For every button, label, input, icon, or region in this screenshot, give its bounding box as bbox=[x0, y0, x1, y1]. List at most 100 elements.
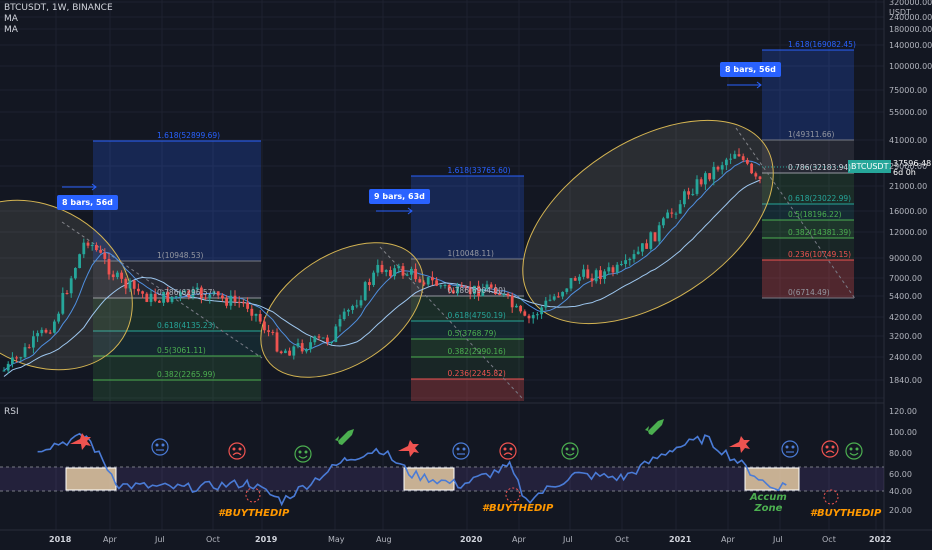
candle-body bbox=[636, 251, 640, 255]
fib-level-label: 0.236(10749.15) bbox=[788, 250, 852, 259]
candle-body bbox=[510, 295, 514, 308]
fib-level-label: 0.382(2990.16) bbox=[447, 347, 506, 356]
candle-body bbox=[485, 284, 489, 290]
price-tick: 29000.00 bbox=[889, 162, 928, 171]
price-tick: 4200.00 bbox=[889, 313, 923, 322]
candle-body bbox=[666, 212, 669, 219]
candle-body bbox=[611, 267, 615, 273]
candle-body bbox=[258, 314, 262, 322]
happy-face-icon bbox=[845, 442, 863, 460]
candle-body bbox=[86, 242, 90, 246]
candle-body bbox=[116, 272, 119, 278]
candle-body bbox=[225, 298, 228, 306]
candle-body bbox=[712, 166, 716, 180]
candle-body bbox=[191, 289, 195, 297]
candle-body bbox=[557, 296, 560, 298]
price-tick: 75000.00 bbox=[889, 86, 928, 95]
candle-body bbox=[393, 268, 396, 277]
candle-body bbox=[19, 357, 23, 359]
candle-body bbox=[90, 244, 94, 246]
candle-body bbox=[615, 264, 619, 273]
candle-body bbox=[120, 272, 123, 279]
time-tick: Jul bbox=[155, 535, 165, 544]
neutral-face-icon bbox=[151, 438, 169, 456]
candle-body bbox=[141, 291, 144, 294]
candle-body bbox=[758, 176, 762, 180]
price-candles bbox=[2, 148, 762, 374]
candle-body bbox=[389, 270, 392, 277]
candle-body bbox=[569, 278, 573, 289]
candle-body bbox=[662, 218, 665, 226]
candle-body bbox=[338, 319, 342, 327]
candle-body bbox=[27, 347, 31, 349]
rsi-tick: 40.00 bbox=[889, 487, 912, 496]
candle-body bbox=[326, 337, 329, 343]
bar-count-tag-1[interactable]: 8 bars, 56d bbox=[57, 195, 118, 210]
symbol-price-badge: BTCUSDT bbox=[848, 160, 892, 173]
candle-body bbox=[363, 282, 367, 301]
candle-body bbox=[708, 173, 711, 180]
rsi-pane-label[interactable]: RSI bbox=[4, 407, 19, 417]
fib-level-label: 0.5(3768.79) bbox=[447, 329, 497, 338]
candle-body bbox=[641, 243, 644, 252]
candle-body bbox=[317, 336, 321, 338]
candle-body bbox=[674, 213, 678, 215]
price-tick: 140000.00 bbox=[889, 41, 932, 50]
rsi-tick: 100.00 bbox=[889, 428, 917, 437]
candle-body bbox=[384, 270, 388, 273]
fib-level-label: 0.618(23022.99) bbox=[788, 194, 852, 203]
candle-body bbox=[254, 314, 258, 316]
rsi-tick: 60.00 bbox=[889, 470, 912, 479]
candle-body bbox=[107, 258, 111, 275]
time-tick: 2018 bbox=[49, 535, 72, 544]
price-tick: 9000.00 bbox=[889, 254, 923, 263]
fib-level-label: 0.5(18196.22) bbox=[788, 210, 842, 219]
candle-body bbox=[594, 270, 598, 282]
candle-body bbox=[347, 309, 350, 312]
candle-body bbox=[11, 357, 14, 364]
candle-body bbox=[447, 284, 451, 291]
candle-body bbox=[162, 291, 165, 303]
candle-body bbox=[540, 307, 543, 315]
accum-line-1: Accum bbox=[750, 492, 787, 503]
candle-body bbox=[279, 351, 283, 354]
candle-body bbox=[212, 291, 216, 295]
bar-count-tag-3[interactable]: 8 bars, 56d bbox=[720, 62, 781, 77]
bar-count-tag-2[interactable]: 9 bars, 63d bbox=[369, 189, 430, 204]
time-tick: Apr bbox=[721, 535, 735, 544]
candle-body bbox=[271, 331, 275, 333]
jet-markers bbox=[70, 433, 750, 457]
candle-body bbox=[435, 280, 438, 286]
candle-body bbox=[489, 284, 493, 288]
fib-level-label: 1.618(169082.45) bbox=[788, 40, 856, 49]
candle-body bbox=[460, 285, 464, 287]
candle-body bbox=[288, 350, 291, 356]
indicator-ma-2[interactable]: MA bbox=[4, 25, 18, 35]
candle-body bbox=[523, 311, 527, 316]
fib-level-label: 0.786(32183.94) bbox=[788, 163, 852, 172]
fib-level-label: 1(49311.66) bbox=[788, 130, 835, 139]
candle-body bbox=[544, 300, 548, 308]
candle-body bbox=[720, 165, 724, 170]
candle-body bbox=[111, 274, 115, 278]
candle-body bbox=[536, 314, 539, 316]
dashed-trendlines bbox=[61, 127, 857, 401]
candle-body bbox=[137, 288, 140, 292]
indicator-ma-1[interactable]: MA bbox=[4, 14, 18, 24]
candle-body bbox=[183, 290, 186, 293]
happy-face-icon bbox=[294, 445, 312, 463]
symbol-title[interactable]: BTCUSDT, 1W, BINANCE bbox=[4, 3, 113, 13]
candle-body bbox=[729, 158, 732, 160]
candle-body bbox=[527, 315, 531, 319]
buy-the-dip-note-3: #BUYTHEDIP bbox=[810, 508, 882, 519]
candle-body bbox=[397, 266, 401, 269]
rsi-line bbox=[37, 432, 787, 507]
candle-body bbox=[737, 154, 741, 157]
fib-level-label: 0(6714.49) bbox=[788, 288, 830, 297]
candle-body bbox=[418, 279, 422, 283]
candle-body bbox=[380, 264, 384, 273]
time-tick: 2019 bbox=[255, 535, 278, 544]
candle-body bbox=[15, 357, 18, 359]
candle-body bbox=[57, 313, 60, 322]
candle-body bbox=[477, 285, 480, 297]
